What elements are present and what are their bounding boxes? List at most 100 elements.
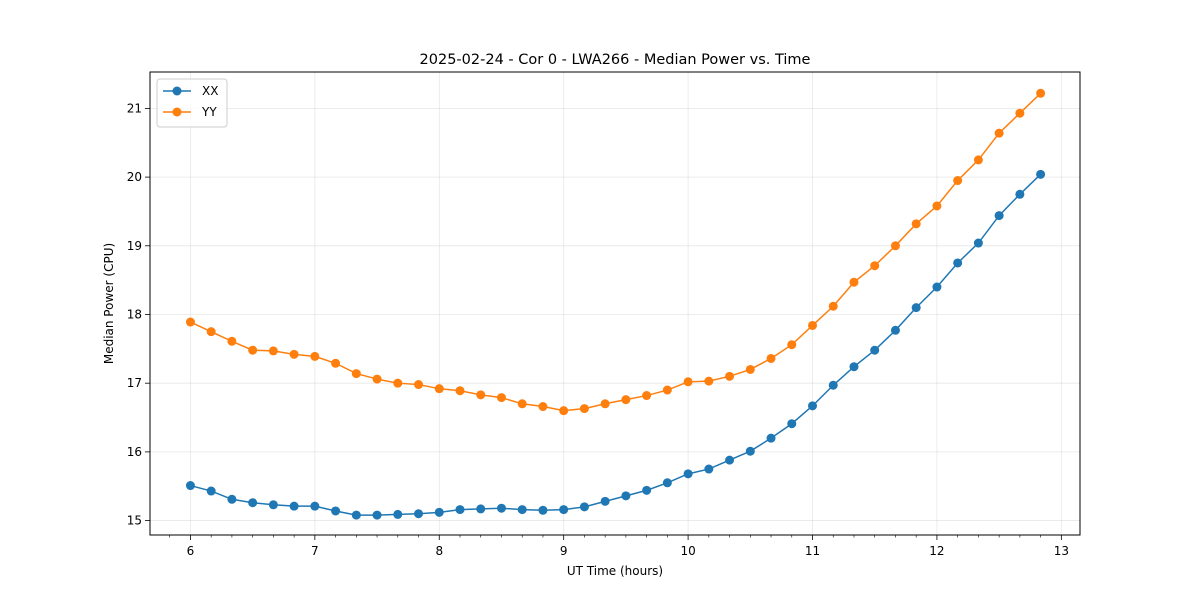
data-point-yy: [496, 393, 506, 403]
grid-lines: [150, 72, 1080, 535]
data-point-xx: [414, 509, 424, 519]
data-point-yy: [621, 395, 631, 405]
series-line-yy: [190, 92, 1042, 412]
data-point-yy: [870, 261, 880, 271]
data-point-yy: [185, 317, 195, 327]
data-point-yy: [434, 384, 444, 394]
data-point-yy: [704, 376, 714, 386]
x-tick-label: 11: [805, 544, 820, 558]
data-point-xx: [683, 469, 693, 479]
legend-label-yy: YY: [201, 105, 217, 119]
data-point-xx: [248, 498, 258, 508]
data-point-xx: [559, 505, 569, 515]
x-tick-label: 10: [680, 544, 695, 558]
data-point-xx: [787, 419, 797, 429]
x-tick-label: 6: [187, 544, 195, 558]
data-point-xx: [434, 507, 444, 517]
data-point-xx: [642, 485, 652, 495]
data-point-xx: [268, 500, 278, 510]
data-point-xx: [206, 486, 216, 496]
data-point-yy: [351, 369, 361, 379]
data-point-xx: [828, 380, 838, 390]
data-point-yy: [268, 346, 278, 356]
data-point-yy: [476, 390, 486, 400]
data-point-yy: [414, 380, 424, 390]
data-point-xx: [745, 446, 755, 456]
data-point-xx: [994, 211, 1004, 221]
data-point-xx: [704, 464, 714, 474]
data-point-yy: [1015, 108, 1025, 118]
y-tick-label: 16: [127, 445, 142, 459]
data-point-xx: [517, 505, 527, 515]
y-axis-label: Median Power (CPU): [102, 243, 116, 364]
data-point-xx: [911, 303, 921, 313]
y-tick-label: 15: [127, 514, 142, 528]
data-point-yy: [310, 351, 320, 361]
data-point-xx: [579, 502, 589, 512]
x-tick-label: 7: [311, 544, 319, 558]
data-point-yy: [890, 241, 900, 251]
data-point-yy: [1036, 88, 1046, 98]
data-point-yy: [393, 378, 403, 388]
data-point-yy: [559, 406, 569, 416]
data-point-xx: [1015, 189, 1025, 199]
x-tick-label: 8: [435, 544, 443, 558]
data-point-xx: [1036, 169, 1046, 179]
x-axis-label: UT Time (hours): [567, 564, 663, 578]
data-point-yy: [911, 219, 921, 229]
legend: XX YY: [156, 78, 228, 128]
data-point-xx: [351, 510, 361, 520]
data-point-xx: [227, 494, 237, 504]
data-point-yy: [579, 404, 589, 414]
y-tick-label: 19: [127, 239, 142, 253]
data-point-xx: [973, 238, 983, 248]
data-point-xx: [455, 505, 465, 515]
data-point-xx: [870, 345, 880, 355]
data-point-yy: [683, 377, 693, 387]
data-point-yy: [455, 386, 465, 396]
data-point-xx: [496, 503, 506, 513]
legend-marker-xx: [172, 86, 182, 96]
y-tick-label: 18: [127, 307, 142, 321]
data-point-yy: [973, 155, 983, 165]
data-point-xx: [476, 504, 486, 514]
data-point-yy: [828, 301, 838, 311]
y-tick-label: 20: [127, 170, 142, 184]
data-point-yy: [994, 128, 1004, 138]
chart-title: 2025-02-24 - Cor 0 - LWA266 - Median Pow…: [420, 52, 811, 68]
data-point-yy: [600, 399, 610, 409]
data-point-yy: [725, 371, 735, 381]
data-point-yy: [642, 391, 652, 401]
data-point-xx: [538, 505, 548, 515]
axes: 6 7 8 9 10 11 12 13 15 16 17 18 19 20 21: [127, 101, 1069, 558]
plot-area-frame: [149, 71, 1081, 536]
data-point-yy: [808, 320, 818, 330]
legend-marker-yy: [172, 107, 182, 117]
data-point-yy: [766, 353, 776, 363]
data-point-xx: [289, 501, 299, 511]
data-point-xx: [662, 478, 672, 488]
data-point-yy: [662, 385, 672, 395]
data-point-xx: [621, 491, 631, 501]
data-point-xx: [725, 455, 735, 465]
data-point-xx: [372, 510, 382, 520]
y-tick-label: 21: [127, 101, 142, 115]
x-tick-label: 12: [929, 544, 944, 558]
data-point-xx: [808, 401, 818, 411]
data-point-xx: [932, 282, 942, 292]
data-point-xx: [600, 496, 610, 506]
data-point-yy: [953, 176, 963, 186]
x-tick-label: 13: [1054, 544, 1069, 558]
data-point-yy: [787, 340, 797, 350]
data-point-xx: [849, 362, 859, 372]
data-point-yy: [372, 374, 382, 384]
data-point-yy: [932, 201, 942, 211]
data-point-yy: [538, 402, 548, 412]
data-point-yy: [206, 327, 216, 337]
data-point-yy: [248, 345, 258, 355]
x-tick-label: 9: [560, 544, 568, 558]
data-point-xx: [890, 325, 900, 335]
series-layer: [185, 88, 1046, 520]
data-point-yy: [331, 358, 341, 368]
